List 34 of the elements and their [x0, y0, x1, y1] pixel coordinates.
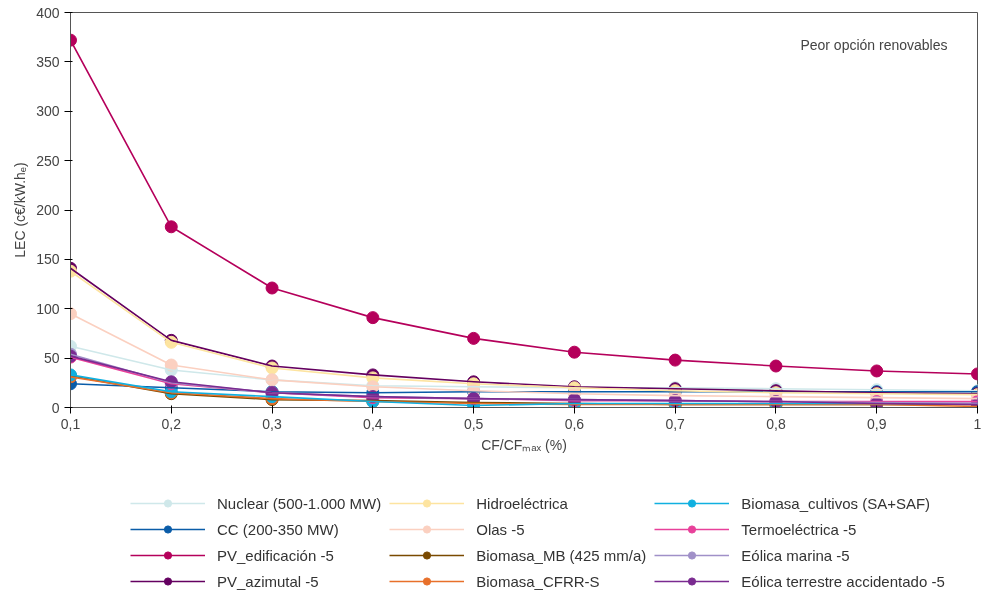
- legend-label: Biomasa_cultivos (SA+SAF): [741, 494, 931, 512]
- y-tick-label: 300: [36, 103, 60, 120]
- x-tick-label: 0,6: [564, 415, 585, 432]
- legend-label: Biomasa_CFRR-S: [476, 572, 600, 590]
- x-tick-label: 0,7: [665, 415, 686, 432]
- x-tick-label: 0,9: [866, 415, 887, 432]
- legend-label: Hidroeléctrica: [476, 494, 568, 512]
- y-tick-label: 150: [36, 251, 60, 268]
- legend-label: Eólica terrestre accidentado -5: [741, 572, 945, 590]
- x-tick-label: 0,3: [262, 415, 282, 432]
- x-tick-label: 0,5: [463, 415, 484, 432]
- y-tick-label: 350: [36, 53, 60, 70]
- y-axis-title: LEC (c€/kW.hₑ): [12, 162, 29, 258]
- y-tick-label: 400: [36, 4, 60, 21]
- legend-label: PV_edificación -5: [217, 546, 334, 564]
- y-tick-label: 0: [51, 399, 60, 416]
- legend-label: Termoeléctrica -5: [741, 520, 857, 538]
- annotation: Peor opción renovables: [800, 36, 948, 53]
- legend-label: PV_azimutal -5: [217, 572, 319, 590]
- x-tick-label: 0,1: [60, 415, 81, 432]
- y-tick-label: 250: [36, 152, 60, 169]
- y-tick-label: 100: [36, 300, 60, 317]
- legend-label: Biomasa_MB (425 mm/a): [476, 546, 647, 564]
- x-tick-label: 0,8: [766, 415, 786, 432]
- y-tick-label: 200: [36, 202, 60, 218]
- x-tick-label: 0,2: [161, 415, 182, 432]
- x-axis-title: CF/CFₘₐₓ (%): [481, 436, 567, 453]
- y-tick-label: 50: [43, 350, 60, 367]
- legend-label: Eólica marina -5: [741, 546, 850, 564]
- x-tick-label: 0,4: [363, 415, 383, 432]
- x-tick-label: 1: [973, 415, 982, 432]
- legend-label: Nuclear (500-1.000 MW): [217, 494, 382, 512]
- legend-label: Olas -5: [476, 520, 525, 538]
- legend-label: CC (200-350 MW): [217, 520, 339, 538]
